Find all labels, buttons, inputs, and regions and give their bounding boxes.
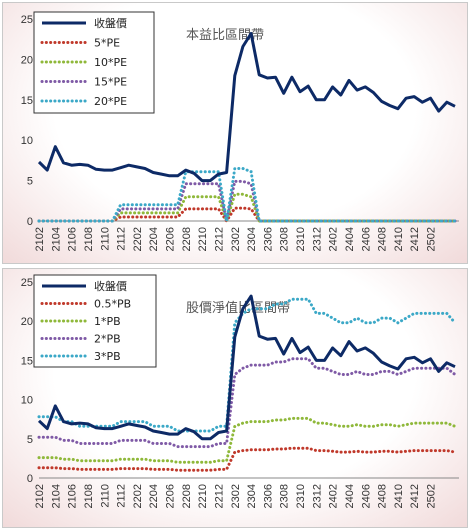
y-tick-label: 5	[27, 176, 33, 188]
x-tick-label: 2108	[83, 484, 95, 508]
x-tick-label: 2108	[83, 227, 95, 251]
x-tick-label: 2212	[213, 227, 225, 251]
x-tick-label: 2304	[246, 484, 258, 508]
x-tick-label: 2310	[295, 484, 307, 508]
legend-label-0: 收盤價	[94, 16, 127, 30]
y-tick-label: 25	[21, 14, 33, 26]
x-tick-label: 2210	[197, 484, 209, 508]
y-tick-label: 15	[21, 95, 33, 107]
legend-label-3: 15*PE	[94, 76, 127, 89]
pb-band-chart-panel: 0 5 10 15 20 25 2102 2104 2106 2108 2110 2112 2202 22…	[2, 268, 468, 528]
y-tick-label: 25	[21, 277, 33, 289]
series-line-3	[37, 179, 457, 223]
x-tick-label: 2308	[279, 227, 291, 251]
x-tick-label: 2310	[295, 227, 307, 251]
legend-label-0: 收盤價	[94, 279, 127, 293]
x-tick-label: 2106	[67, 227, 79, 251]
x-tick-label: 2402	[328, 484, 340, 508]
x-tick-label: 2312	[311, 484, 323, 508]
x-tick-label: 2206	[165, 227, 177, 251]
x-tick-label: 2106	[67, 484, 79, 508]
x-tick-label: 2110	[99, 484, 111, 508]
x-tick-label: 2410	[393, 227, 405, 251]
x-tick-label: 2208	[181, 484, 193, 508]
y-tick-label: 20	[21, 316, 33, 328]
x-tick-label: 2104	[50, 484, 62, 508]
y-tick-label: 5	[27, 434, 33, 446]
x-tick-label: 2302	[230, 484, 242, 508]
x-tick-label: 2202	[132, 484, 144, 508]
series-line-4	[37, 297, 457, 433]
y-tick-label: 10	[21, 395, 33, 407]
series-line-0	[37, 32, 456, 183]
x-tick-label: 2110	[99, 227, 111, 251]
chart-title: 本益比區間帶	[186, 28, 264, 43]
x-tick-label: 2102	[34, 484, 46, 508]
x-tick-label: 2408	[377, 484, 389, 508]
x-tick-label: 2102	[34, 227, 46, 251]
x-tick-label: 2304	[246, 227, 258, 251]
legend-label-1: 5*PE	[94, 37, 120, 50]
legend-label-3: 2*PB	[94, 333, 121, 346]
series-line-0	[37, 294, 456, 441]
x-tick-label: 2404	[344, 227, 356, 251]
y-tick-label: 0	[27, 216, 33, 228]
x-tick-label: 2308	[279, 484, 291, 508]
series-line-2	[37, 192, 457, 226]
x-tick-label: 2406	[360, 227, 372, 251]
x-tick-label: 2412	[409, 484, 421, 508]
series-line-4	[37, 167, 457, 223]
x-tick-label: 2404	[344, 484, 356, 508]
legend-label-4: 3*PB	[94, 350, 121, 363]
x-tick-label: 2212	[213, 484, 225, 508]
pe-band-chart-panel: 0 5 10 15 20 25 2102 2104 2106 2108 2110 2112 2202 22…	[2, 2, 468, 264]
y-tick-label: 0	[27, 473, 33, 485]
legend-label-2: 10*PE	[94, 56, 127, 69]
x-tick-label: 2412	[409, 227, 421, 251]
x-tick-label: 2502	[426, 227, 438, 251]
legend-label-2: 1*PB	[94, 315, 121, 328]
series-line-3	[37, 357, 457, 449]
x-tick-label: 2112	[116, 484, 128, 508]
x-tick-label: 2306	[262, 227, 274, 251]
x-tick-label: 2410	[393, 484, 405, 508]
legend-label-1: 0.5*PB	[94, 298, 131, 311]
x-tick-label: 2406	[360, 484, 372, 508]
x-tick-label: 2208	[181, 227, 193, 251]
x-tick-label: 2204	[148, 484, 160, 508]
x-tick-label: 2104	[50, 227, 62, 251]
y-tick-label: 15	[21, 355, 33, 367]
x-tick-label: 2202	[132, 227, 144, 251]
x-tick-label: 2306	[262, 484, 274, 508]
x-tick-label: 2302	[230, 227, 242, 251]
x-tick-label: 2112	[116, 227, 128, 251]
legend-label-4: 20*PE	[94, 95, 127, 108]
y-tick-label: 20	[21, 54, 33, 66]
x-tick-label: 2502	[426, 484, 438, 508]
series-line-2	[37, 416, 457, 464]
series-line-1	[37, 206, 457, 224]
chart-title: 股價淨值比區間帶	[186, 300, 290, 316]
x-tick-label: 2206	[165, 484, 177, 508]
pb-band-chart: 0 5 10 15 20 25 2102 2104 2106 2108 2110 2112 2202 22…	[21, 274, 459, 508]
x-tick-label: 2312	[311, 227, 323, 251]
series-line-1	[37, 446, 457, 472]
x-tick-label: 2408	[377, 227, 389, 251]
pe-band-chart: 0 5 10 15 20 25 2102 2104 2106 2108 2110 2112 2202 22…	[21, 11, 459, 251]
x-tick-label: 2402	[328, 227, 340, 251]
x-tick-label: 2210	[197, 227, 209, 251]
y-tick-label: 10	[21, 135, 33, 147]
x-tick-label: 2204	[148, 227, 160, 251]
